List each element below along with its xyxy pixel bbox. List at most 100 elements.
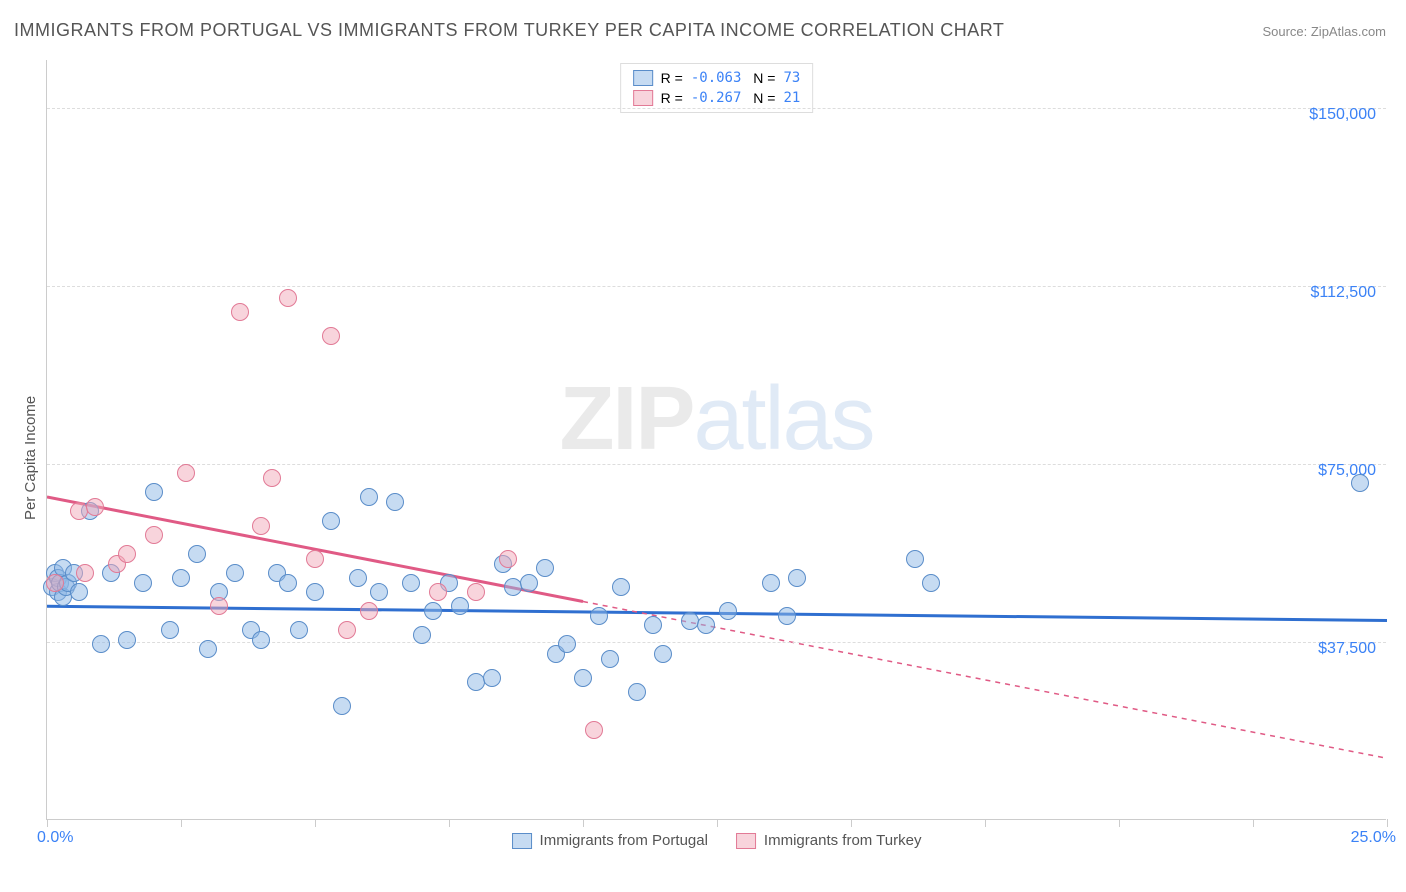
data-point [1351, 474, 1369, 492]
data-point [499, 550, 517, 568]
data-point [306, 550, 324, 568]
data-point [654, 645, 672, 663]
legend-r-label: R = [661, 70, 683, 86]
data-point [76, 564, 94, 582]
watermark-zip: ZIP [559, 368, 693, 468]
data-point [922, 574, 940, 592]
data-point [451, 597, 469, 615]
data-point [231, 303, 249, 321]
gridline [47, 642, 1386, 643]
data-point [762, 574, 780, 592]
x-axis-max-label: 25.0% [1351, 829, 1396, 847]
data-point [590, 607, 608, 625]
x-tick [181, 819, 182, 827]
data-point [134, 574, 152, 592]
data-point [338, 621, 356, 639]
data-point [520, 574, 538, 592]
x-tick [985, 819, 986, 827]
data-point [279, 289, 297, 307]
data-point [424, 602, 442, 620]
data-point [483, 669, 501, 687]
data-point [177, 464, 195, 482]
gridline [47, 464, 1386, 465]
y-tick-label: $37,500 [1318, 640, 1376, 658]
trendline-solid [47, 606, 1387, 620]
legend-r-value: -0.063 [691, 70, 742, 86]
x-tick [583, 819, 584, 827]
data-point [429, 583, 447, 601]
data-point [360, 602, 378, 620]
data-point [290, 621, 308, 639]
data-point [402, 574, 420, 592]
y-tick-label: $112,500 [1310, 284, 1376, 302]
x-tick [717, 819, 718, 827]
legend-n-label: N = [749, 70, 775, 86]
data-point [322, 512, 340, 530]
data-point [413, 626, 431, 644]
gridline [47, 108, 1386, 109]
data-point [467, 583, 485, 601]
legend-item-turkey: Immigrants from Turkey [736, 832, 922, 849]
data-point [188, 545, 206, 563]
data-point [370, 583, 388, 601]
x-tick [851, 819, 852, 827]
legend-n-label: N = [749, 90, 775, 106]
data-point [628, 683, 646, 701]
data-point [386, 493, 404, 511]
data-point [601, 650, 619, 668]
x-tick [47, 819, 48, 827]
data-point [697, 616, 715, 634]
legend-row-portugal: R = -0.063 N = 73 [633, 68, 801, 88]
data-point [145, 483, 163, 501]
data-point [349, 569, 367, 587]
data-point [306, 583, 324, 601]
y-axis-label: Per Capita Income [22, 396, 39, 520]
data-point [906, 550, 924, 568]
data-point [322, 327, 340, 345]
swatch-blue-icon [633, 70, 653, 86]
plot-area: ZIPatlas R = -0.063 N = 73 R = -0.267 N … [46, 60, 1386, 820]
data-point [360, 488, 378, 506]
data-point [778, 607, 796, 625]
x-tick [315, 819, 316, 827]
data-point [252, 631, 270, 649]
legend-label: Immigrants from Portugal [540, 832, 708, 849]
data-point [536, 559, 554, 577]
source-label: Source: ZipAtlas.com [1262, 24, 1386, 39]
data-point [145, 526, 163, 544]
watermark-atlas: atlas [693, 368, 873, 468]
gridline [47, 286, 1386, 287]
data-point [585, 721, 603, 739]
data-point [46, 574, 64, 592]
swatch-pink-icon [633, 90, 653, 106]
data-point [263, 469, 281, 487]
correlation-legend: R = -0.063 N = 73 R = -0.267 N = 21 [620, 63, 814, 113]
data-point [558, 635, 576, 653]
data-point [118, 545, 136, 563]
data-point [161, 621, 179, 639]
data-point [788, 569, 806, 587]
data-point [612, 578, 630, 596]
data-point [644, 616, 662, 634]
data-point [118, 631, 136, 649]
data-point [333, 697, 351, 715]
x-tick [1253, 819, 1254, 827]
legend-n-value: 21 [783, 90, 800, 106]
data-point [86, 498, 104, 516]
x-axis-min-label: 0.0% [37, 829, 73, 847]
y-tick-label: $150,000 [1309, 106, 1376, 124]
legend-r-value: -0.267 [691, 90, 742, 106]
series-legend: Immigrants from Portugal Immigrants from… [512, 832, 922, 849]
data-point [199, 640, 217, 658]
data-point [210, 597, 228, 615]
swatch-pink-icon [736, 833, 756, 849]
legend-n-value: 73 [783, 70, 800, 86]
data-point [172, 569, 190, 587]
chart-title: IMMIGRANTS FROM PORTUGAL VS IMMIGRANTS F… [14, 20, 1004, 41]
data-point [252, 517, 270, 535]
x-tick [1119, 819, 1120, 827]
legend-r-label: R = [661, 90, 683, 106]
data-point [574, 669, 592, 687]
x-tick [1387, 819, 1388, 827]
legend-row-turkey: R = -0.267 N = 21 [633, 88, 801, 108]
